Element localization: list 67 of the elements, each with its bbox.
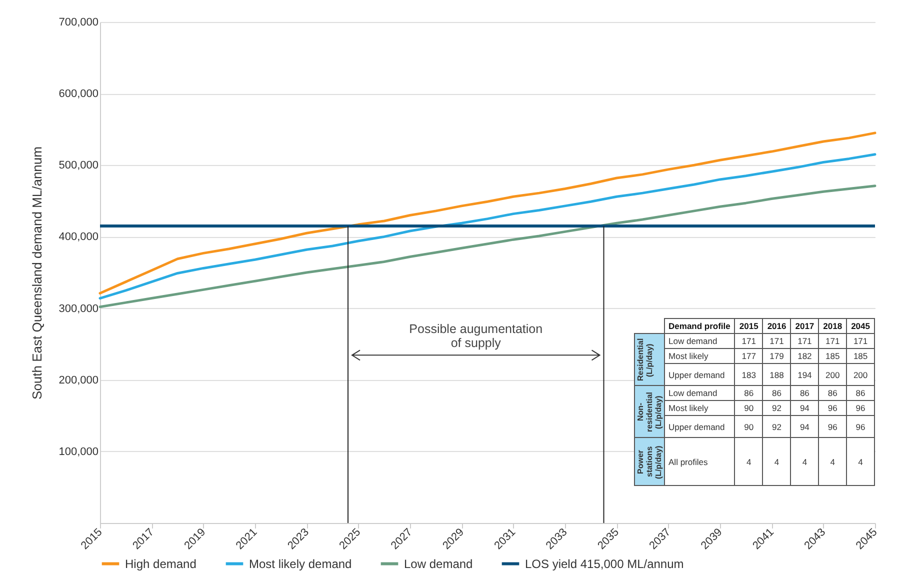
y-tick-label: 200,000 bbox=[58, 374, 98, 386]
legend-label: Low demand bbox=[404, 556, 473, 571]
data-label: 92 bbox=[762, 416, 791, 438]
data-label: 96 bbox=[846, 400, 874, 416]
legend-label: LOS yield 415,000 ML/annum bbox=[525, 556, 684, 571]
x-tick-label: 2015 bbox=[734, 318, 763, 334]
data-label: 171 bbox=[846, 334, 874, 348]
y-tick-label: Low demand bbox=[664, 334, 735, 348]
data-label: 4 bbox=[790, 438, 819, 486]
data-label: 171 bbox=[734, 334, 763, 348]
y-tick-label: 100,000 bbox=[58, 446, 98, 458]
data-label: 96 bbox=[818, 416, 847, 438]
x-tick-label: 2018 bbox=[818, 318, 847, 334]
data-label: 171 bbox=[790, 334, 819, 348]
data-label: 4 bbox=[762, 438, 791, 486]
data-label: 90 bbox=[734, 400, 763, 416]
data-label: 4 bbox=[818, 438, 847, 486]
y-axis-title: Demand profile bbox=[664, 318, 735, 334]
data-label: 86 bbox=[790, 386, 819, 400]
data-label: 179 bbox=[762, 348, 791, 364]
data-label: 200 bbox=[818, 364, 847, 386]
x-tick-label: 2045 bbox=[846, 318, 874, 334]
y-tick-label: 500,000 bbox=[58, 160, 98, 172]
y-tick-label: Low demand bbox=[664, 386, 735, 400]
legend-label: High demand bbox=[125, 556, 196, 571]
y-tick-label: Upper demand bbox=[664, 416, 735, 438]
x-tick-label: 2017 bbox=[790, 318, 819, 334]
annotation: Non-residential (L/p/day) bbox=[636, 388, 663, 436]
y-tick-label: 400,000 bbox=[58, 231, 98, 244]
line-series bbox=[98, 132, 876, 295]
data-label: 4 bbox=[846, 438, 874, 486]
data-label: 185 bbox=[846, 348, 874, 364]
data-label: 94 bbox=[790, 416, 819, 438]
annotation: Power stations (L/p/day) bbox=[636, 440, 663, 484]
data-label: 86 bbox=[818, 386, 847, 400]
data-label: 200 bbox=[846, 364, 874, 386]
data-label: 171 bbox=[762, 334, 791, 348]
data-label: 188 bbox=[762, 364, 791, 386]
y-tick-label: Upper demand bbox=[664, 364, 735, 386]
y-tick-label: Most likely bbox=[664, 400, 735, 416]
y-tick-label: 700,000 bbox=[58, 16, 98, 28]
y-tick-label: 300,000 bbox=[58, 302, 98, 315]
annotation: Possible augumentation of supply bbox=[409, 322, 543, 350]
data-label: 92 bbox=[762, 400, 791, 416]
y-tick-label: Most likely bbox=[664, 348, 735, 364]
x-tick-label: 2016 bbox=[762, 318, 791, 334]
data-label: 177 bbox=[734, 348, 763, 364]
data-label: 96 bbox=[818, 400, 847, 416]
data-label: 183 bbox=[734, 364, 763, 386]
data-label: 86 bbox=[734, 386, 763, 400]
data-label: 86 bbox=[762, 386, 791, 400]
y-tick-label: All profiles bbox=[664, 438, 735, 486]
line-series bbox=[98, 184, 876, 308]
data-label: 185 bbox=[818, 348, 847, 364]
y-axis-title: South East Queensland demand ML/annum bbox=[30, 146, 45, 400]
data-label: 90 bbox=[734, 416, 763, 438]
line-series bbox=[98, 153, 876, 300]
annotation: Residential (L/p/day) bbox=[636, 337, 654, 383]
data-label: 96 bbox=[846, 416, 874, 438]
y-tick-label: 600,000 bbox=[58, 88, 98, 100]
data-label: 94 bbox=[790, 400, 819, 416]
data-label: 86 bbox=[846, 386, 874, 400]
legend-label: Most likely demand bbox=[249, 556, 352, 571]
data-label: 182 bbox=[790, 348, 819, 364]
data-label: 4 bbox=[734, 438, 763, 486]
data-label: 171 bbox=[818, 334, 847, 348]
data-label: 194 bbox=[790, 364, 819, 386]
